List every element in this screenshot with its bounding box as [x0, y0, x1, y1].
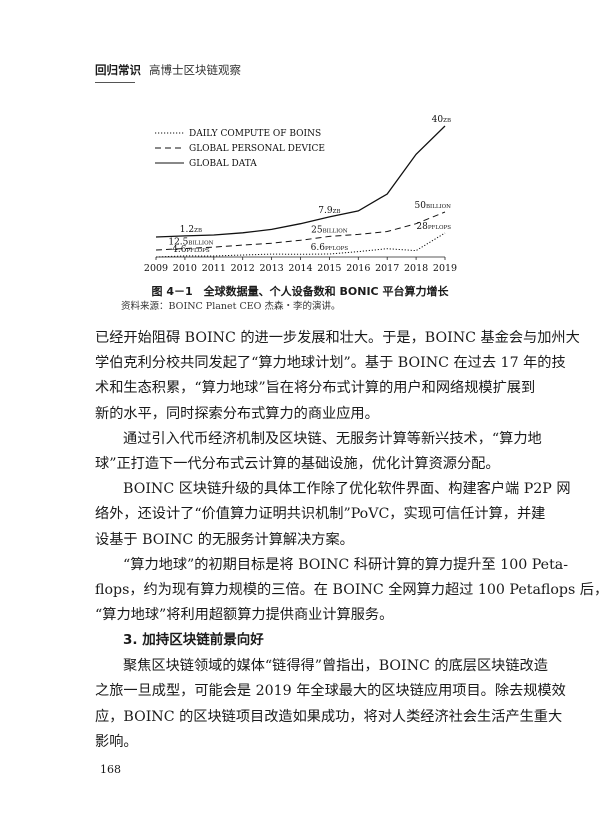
text-line: 术和生态积累，“算力地球”旨在将分布式计算的用户和网络规模扩展到	[95, 380, 536, 397]
data-label-unit: BILLION	[323, 228, 348, 234]
text-line: 聚焦区块链领域的媒体“链得得”曾指出，BOINC 的底层区块链改造	[123, 658, 548, 675]
x-tick-label: 2019	[433, 263, 457, 274]
data-label-value: 12.5	[168, 238, 188, 248]
data-label: 25BILLION	[311, 225, 348, 235]
data-label: 12.5BILLION	[168, 238, 213, 248]
page-number: 168	[100, 763, 121, 776]
text-line: 设基于 BOINC 的无服务计算解决方案。	[95, 531, 354, 548]
data-label: 50BILLION	[415, 201, 452, 211]
x-tick-label: 2014	[288, 263, 312, 274]
x-tick-label: 2015	[317, 263, 341, 274]
text-line: 学伯克利分校共同发起了“算力地球计划”。基于 BOINC 在过去 17 年的技	[95, 355, 566, 372]
data-label: 7.9ZB	[318, 206, 340, 216]
data-label-unit: PFLOPS	[325, 246, 348, 252]
legend-label: DAILY COMPUTE OF BOINS	[189, 129, 321, 139]
data-label-unit: PFLOPS	[428, 225, 451, 231]
data-label: 40ZB	[432, 115, 451, 125]
data-label: 28PFLOPS	[416, 222, 451, 232]
section-heading: 3. 加持区块链前景向好	[123, 632, 264, 649]
data-label-unit: ZB	[333, 209, 341, 215]
data-label: 1.2ZB	[180, 225, 202, 235]
data-label-value: 4.6	[172, 245, 187, 255]
data-label-unit: PFLOPS	[186, 248, 209, 254]
data-label-unit: BILLION	[426, 204, 451, 210]
text-line: “算力地球”将利用超额算力提供商业计算服务。	[95, 607, 394, 624]
text-line: flops，约为现有算力规模的三倍。在 BOINC 全网算力超过 100 Pet…	[95, 581, 600, 598]
text-line: 之旅一旦成型，可能会是 2019 年全球最大的区块链应用项目。除去规模效	[95, 683, 566, 700]
data-label-unit: BILLION	[188, 241, 213, 247]
x-tick-label: 2013	[260, 263, 284, 274]
data-label-unit: ZB	[194, 228, 202, 234]
x-tick-label: 2011	[202, 263, 226, 274]
series-line-dashed	[155, 211, 446, 251]
data-label: 4.6PFLOPS	[172, 245, 210, 255]
data-label-value: 25	[311, 225, 323, 235]
x-tick-label: 2012	[231, 263, 255, 274]
data-label-value: 1.2	[180, 225, 194, 235]
series-line-dotted	[155, 232, 446, 258]
text-line: BOINC 区块链升级的具体工作除了优化软件界面、构建客户端 P2P 网	[123, 481, 571, 498]
header-book-title: 高博士区块链观察	[149, 63, 241, 77]
body-text: 已经开始阻碍 BOINC 的进一步发展和壮大。于是，BOINC 基金会与加州大学…	[95, 326, 600, 755]
data-label-value: 50	[415, 201, 427, 211]
data-label-value: 28	[416, 222, 428, 232]
header-section: 回归常识	[95, 63, 141, 77]
data-label-value: 40	[432, 115, 444, 125]
x-tick-label: 2016	[346, 263, 370, 274]
header-rule	[95, 82, 135, 83]
text-line: 已经开始阻碍 BOINC 的进一步发展和壮大。于是，BOINC 基金会与加州大	[95, 330, 580, 346]
text-line: “算力地球”的初期目标是将 BOINC 科研计算的算力提升至 100 Peta-	[123, 556, 569, 573]
figure-caption: 图 4－1 全球数据量、个人设备数和 BONIC 平台算力增长	[151, 285, 449, 298]
text-line: 新的水平，同时探索分布式算力的商业应用。	[95, 405, 379, 422]
series-line-solid	[155, 125, 446, 238]
text-line: 影响。	[95, 733, 138, 750]
text-line: 通过引入代币经济机制及区块链、无服务计算等新兴技术，“算力地	[123, 430, 542, 447]
growth-chart: 2009 2010 2011 2012 2013 2014 2015 2016 2017 2018…	[144, 115, 457, 274]
data-label-unit: ZB	[443, 118, 451, 124]
data-label-value: 6.6	[311, 243, 326, 253]
x-tick-label: 2009	[144, 263, 168, 274]
data-label: 6.6PFLOPS	[311, 243, 349, 253]
x-tick-label: 2017	[375, 263, 399, 274]
x-tick-label: 2010	[173, 263, 197, 274]
text-line: 应，BOINC 的区块链项目改造如果成功，将对人类经济社会生活产生重大	[95, 708, 563, 725]
x-tick-label: 2018	[404, 263, 428, 274]
running-header: 回归常识 高博士区块链观察	[95, 62, 241, 78]
text-line: 球”正打造下一代分布式云计算的基础设施，优化计算资源分配。	[95, 455, 500, 472]
legend-label: GLOBAL PERSONAL DEVICE	[189, 144, 325, 154]
legend-label: GLOBAL DATA	[189, 159, 257, 169]
figure-source: 资料来源：BOINC Planet CEO 杰森・李的演讲。	[121, 301, 341, 312]
data-label-value: 7.9	[318, 206, 333, 216]
text-line: 络外，还设计了“价值算力证明共识机制”PoVC，实现可信任计算，并建	[95, 506, 546, 523]
